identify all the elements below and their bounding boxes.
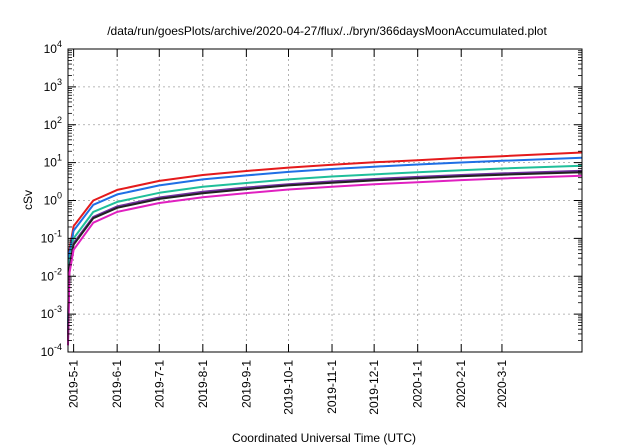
y-tick-label: 10-2 — [41, 266, 62, 283]
y-tick-label: 10-3 — [41, 304, 62, 321]
y-tick-label: 100 — [44, 191, 62, 208]
x-tick-label: 2019-10-1 — [281, 360, 295, 415]
x-tick-label: 2020-3-1 — [495, 360, 509, 408]
y-tick-label: 10-4 — [41, 342, 62, 359]
x-tick-label: 2020-2-1 — [454, 360, 468, 408]
x-tick-label: 2019-8-1 — [196, 360, 210, 408]
chart-title: /data/run/goesPlots/archive/2020-04-27/f… — [107, 24, 547, 38]
x-tick-label: 2019-11-1 — [325, 360, 339, 414]
y-tick-label: 104 — [44, 39, 62, 56]
x-axis-label: Coordinated Universal Time (UTC) — [232, 431, 416, 445]
y-tick-label: 102 — [44, 115, 62, 132]
y-axis-label: cSv — [21, 190, 35, 210]
x-tick-label: 2019-12-1 — [367, 360, 381, 415]
series-line-2 — [67, 156, 583, 330]
x-axis: 2019-5-1 2019-6-1 2019-7-1 2019-8-1 2019-9-1… — [67, 49, 509, 415]
series-line-6 — [67, 174, 583, 346]
series-line-1 — [67, 151, 583, 326]
x-tick-label: 2019-6-1 — [110, 360, 124, 408]
x-tick-label: 2020-1-1 — [411, 360, 425, 408]
x-tick-label: 2019-5-1 — [67, 360, 81, 408]
y-tick-label: 101 — [44, 153, 62, 170]
x-tick-label: 2019-7-1 — [152, 360, 166, 408]
y-tick-label: 10-1 — [41, 228, 62, 245]
series-line-5 — [67, 171, 583, 341]
series-group — [67, 151, 583, 346]
y-axis: 10-4 10-3 10-2 10-1 100 101 102 103 104 — [41, 39, 582, 359]
y-tick-label: 103 — [44, 77, 62, 94]
x-tick-label: 2019-9-1 — [239, 360, 253, 408]
series-line-3 — [67, 164, 583, 334]
